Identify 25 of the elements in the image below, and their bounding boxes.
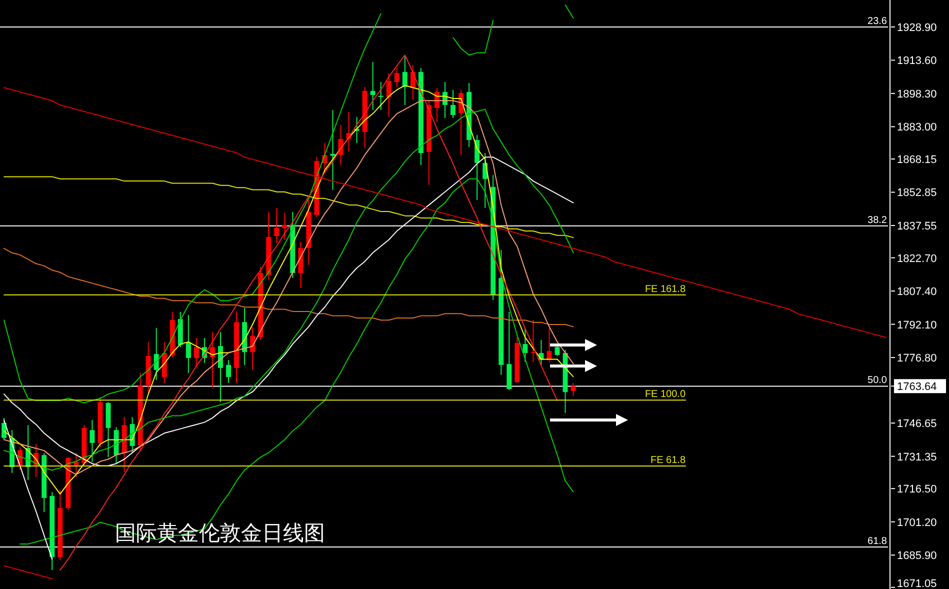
annotation: 50.0 (868, 375, 888, 386)
series-label: FE 161.8 (644, 284, 686, 295)
y-tick-label: 1671.05 (897, 578, 937, 589)
y-tick-label: 1837.55 (897, 220, 937, 232)
y-tick-label: 1913.60 (897, 55, 937, 68)
y-tick-label: 1701.20 (897, 516, 937, 529)
y-tick-label: 1776.80 (897, 352, 937, 365)
series-label: FE 61.8 (650, 454, 686, 466)
annotation: 38.2 (868, 214, 888, 226)
y-tick-label: 1822.70 (897, 252, 937, 265)
series-label: FE 100.0 (644, 389, 686, 400)
y-tick-label: 1868.15 (897, 154, 937, 166)
y-tick-label: 1792.10 (897, 319, 937, 332)
y-tick-label: 1716.50 (897, 484, 937, 496)
annotation: 61.8 (868, 536, 888, 548)
annotation: 23.6 (868, 16, 888, 27)
y-tick-label: 1685.90 (897, 550, 937, 562)
y-tick-label: 1928.90 (897, 22, 937, 34)
y-tick-label: 1852.85 (897, 187, 937, 200)
y-tick-label: 1807.40 (897, 286, 937, 298)
y-tick-label: 1731.35 (897, 451, 937, 464)
y-tick-label: 1763.64 (897, 381, 937, 394)
y-tick-label: 1883.00 (897, 122, 937, 134)
y-tick-label: 1746.65 (897, 418, 937, 430)
y-tick-label: 1898.30 (897, 88, 937, 100)
